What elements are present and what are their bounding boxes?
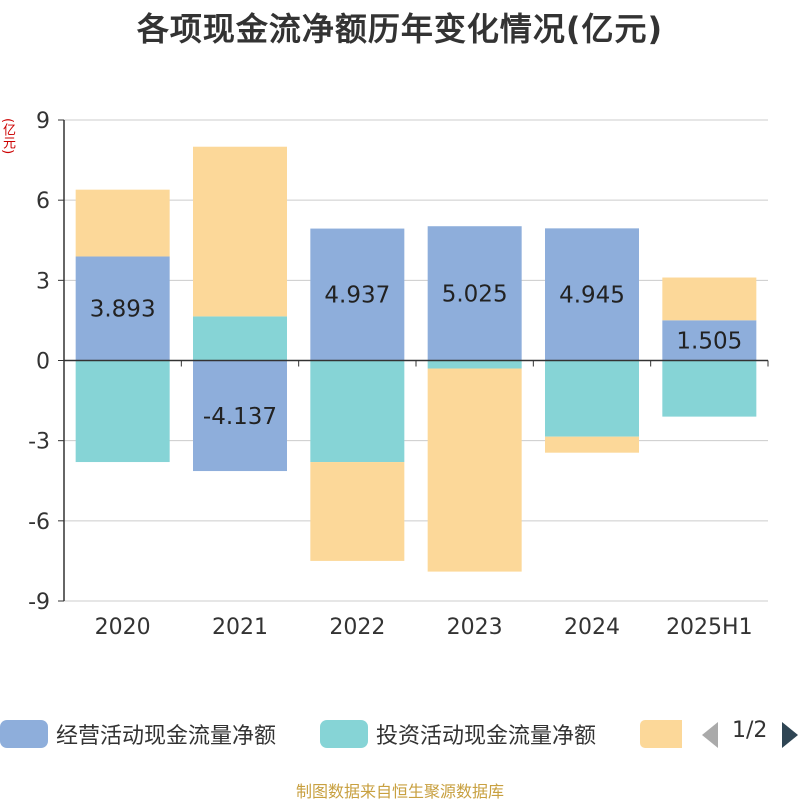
- data-label-2020: 3.893: [90, 296, 156, 322]
- data-label-2023: 5.025: [442, 281, 508, 307]
- legend-page-number: 1/2: [732, 718, 768, 743]
- legend-item-operating[interactable]: 经营活动现金流量净额: [0, 716, 276, 752]
- legend-next-icon[interactable]: [782, 722, 798, 748]
- bar-series2-2025H1: [662, 360, 757, 417]
- y-tick-label: -3: [28, 430, 50, 455]
- x-tick-label: 2021: [212, 615, 268, 640]
- legend-item-financing[interactable]: [640, 716, 690, 752]
- bar-series3-2020: [75, 189, 170, 257]
- legend-swatch-operating: [0, 720, 48, 748]
- data-label-2025H1: 1.505: [676, 328, 742, 354]
- x-tick-label: 2022: [329, 615, 385, 640]
- legend: 经营活动现金流量净额 投资活动现金流量净额: [0, 716, 800, 756]
- bar-series3-2025H1: [662, 277, 757, 321]
- x-tick-label: 2023: [447, 615, 503, 640]
- bar-series3-2023: [427, 368, 522, 572]
- chart-title: 各项现金流净额历年变化情况(亿元): [136, 10, 664, 48]
- x-tick-label: 2024: [564, 615, 620, 640]
- bar-series2-2022: [310, 360, 405, 463]
- bar-series1-2020: [75, 256, 170, 361]
- bar-series1-2024: [545, 228, 639, 361]
- bar-series1-2021: [193, 360, 287, 472]
- y-tick-label: 6: [36, 189, 50, 214]
- bar-series3-2022: [310, 462, 405, 561]
- bar-series1-2022: [310, 228, 405, 361]
- y-tick-label: -6: [28, 510, 50, 535]
- bar-series2-2021: [193, 316, 287, 361]
- bar-series3-2024: [545, 436, 639, 453]
- bar-series1-2025H1: [662, 320, 757, 361]
- y-tick-label: 0: [36, 350, 50, 375]
- legend-label-operating: 经营活动现金流量净额: [56, 724, 277, 749]
- bar-series2-2023: [427, 360, 522, 369]
- legend-label-investing: 投资活动现金流量净额: [376, 724, 597, 749]
- y-tick-label: 9: [36, 109, 50, 134]
- bar-series2-2024: [545, 360, 639, 437]
- y-tick-label: -9: [28, 590, 50, 615]
- data-label-2022: 4.937: [324, 283, 390, 309]
- bar-series1-2023: [427, 226, 522, 361]
- y-tick-label: 3: [36, 269, 50, 294]
- bar-series3-2021: [193, 146, 287, 317]
- data-label-2021: -4.137: [203, 404, 277, 430]
- data-label-2024: 4.945: [559, 282, 625, 308]
- y-axis-label: (亿元): [0, 118, 15, 155]
- x-tick-label: 2025H1: [666, 615, 753, 640]
- legend-swatch-financing: [640, 720, 682, 748]
- data-source: 制图数据来自恒生聚源数据库: [295, 782, 504, 801]
- legend-swatch-investing: [320, 720, 368, 748]
- legend-pager: 1/2: [700, 716, 800, 752]
- legend-item-investing[interactable]: 投资活动现金流量净额: [320, 716, 596, 752]
- x-tick-label: 2020: [95, 615, 151, 640]
- legend-prev-icon[interactable]: [702, 722, 718, 748]
- bar-series2-2020: [75, 360, 170, 463]
